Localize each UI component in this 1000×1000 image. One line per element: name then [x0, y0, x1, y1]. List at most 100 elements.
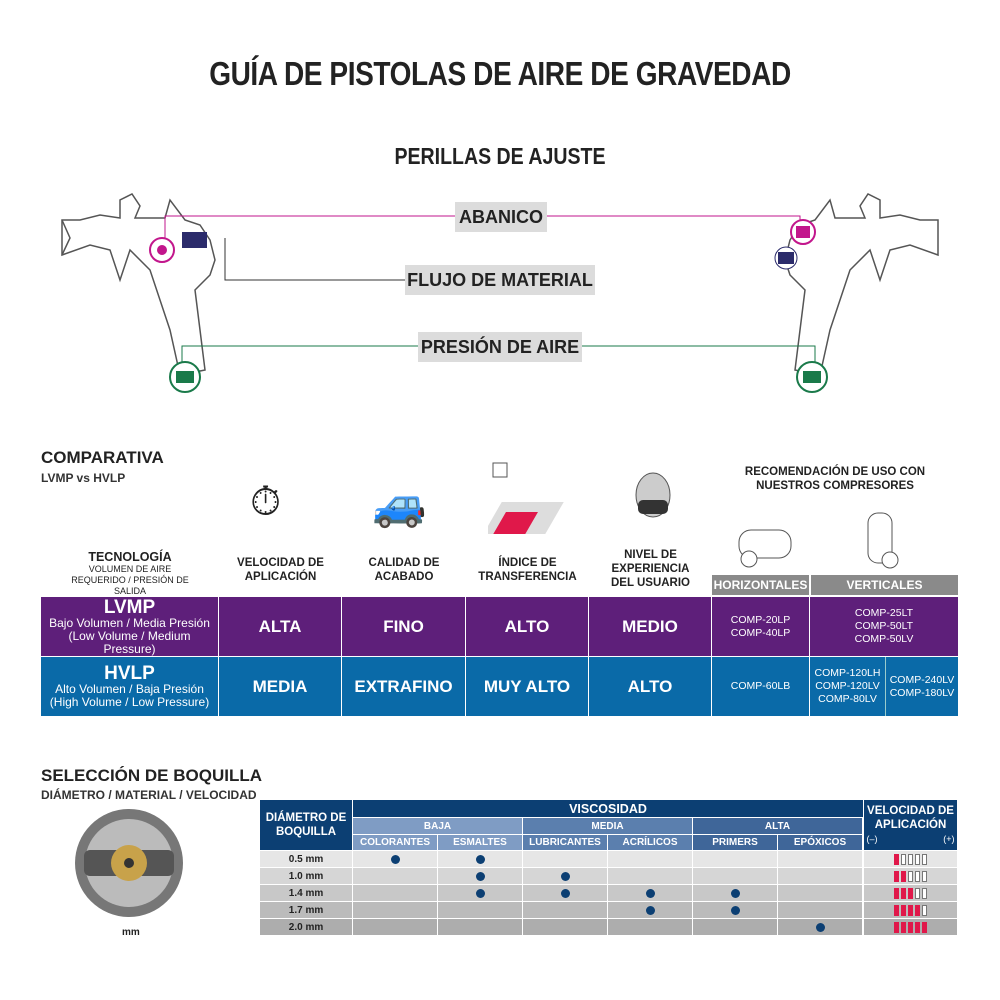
nozzle-table: DIÁMETRO DE BOQUILLA VISCOSIDAD VELOCIDAD … — [260, 800, 958, 936]
compat-dot-icon — [730, 888, 740, 898]
speed-bar-empty — [908, 853, 913, 865]
compat-cell — [693, 868, 778, 885]
speed-bar-empty — [915, 887, 920, 899]
tech-desc: Alto Volumen / Baja Presión — [55, 682, 204, 696]
speed-bar-empty — [901, 853, 906, 865]
viscosity-group-baja: BAJA — [353, 818, 523, 835]
speed-meter — [864, 851, 958, 868]
tech-desc-en: (High Volume / Low Pressure) — [49, 695, 210, 709]
tech-name: HVLP — [104, 663, 155, 684]
compat-cell — [438, 902, 523, 919]
compat-cell — [353, 868, 438, 885]
flow-label: FLUJO DE MATERIAL — [405, 265, 595, 295]
speed-meter — [864, 902, 958, 919]
tech-desc: Bajo Volumen / Media Presión — [49, 615, 210, 630]
nozzle-subheading: DIÁMETRO / MATERIAL / VELOCIDAD — [41, 788, 257, 802]
nozzle-cap-icon — [75, 809, 183, 917]
compat-cell — [693, 902, 778, 919]
diameter-cell: 1.7 mm — [260, 902, 353, 919]
compat-cell — [523, 902, 608, 919]
nozzle-unit-label: mm — [122, 927, 140, 938]
speed-bar-empty — [915, 853, 920, 865]
stopwatch-icon: ⏱ — [250, 480, 282, 524]
vertical-header: VERTICALES — [811, 575, 958, 595]
speed-bar-empty — [915, 870, 920, 882]
compat-cell — [778, 885, 863, 902]
compat-cell — [608, 868, 693, 885]
value-cell: EXTRAFINO — [342, 657, 466, 716]
compat-dot-icon — [475, 871, 485, 881]
horizontal-header: HORIZONTALES — [712, 575, 809, 595]
speed-bar-empty — [922, 887, 927, 899]
compat-cell — [608, 885, 693, 902]
recommendation-header: RECOMENDACIÓN DE USO CON NUESTROS COMPRE… — [744, 466, 926, 492]
compat-cell — [693, 919, 778, 936]
speed-bar-filled — [922, 921, 927, 933]
compat-dot-icon — [560, 871, 570, 881]
speed-plus-label: (+) — [943, 834, 955, 844]
compat-cell — [608, 851, 693, 868]
air-label: PRESIÓN DE AIRE — [418, 332, 582, 362]
compat-dot-icon — [475, 888, 485, 898]
fan-label: ABANICO — [455, 202, 547, 232]
col-header-experience: NIVEL DE EXPERIENCIA DEL USUARIO — [610, 549, 691, 589]
diameter-cell: 0.5 mm — [260, 851, 353, 868]
value-cell: MEDIA — [219, 657, 342, 716]
horizontal-models-cell: COMP-20LP COMP-40LP — [712, 597, 810, 656]
viscosity-group-alta: ALTA — [693, 818, 863, 835]
compat-cell — [523, 868, 608, 885]
speed-bar-filled — [894, 853, 899, 865]
compat-dot-icon — [390, 854, 400, 864]
respirator-mask-icon — [635, 472, 671, 518]
compat-cell — [523, 885, 608, 902]
speed-bar-filled — [901, 904, 906, 916]
speed-bar-filled — [915, 921, 920, 933]
speed-bar-filled — [901, 870, 906, 882]
comparison-subheading: LVMP vs HVLP — [41, 471, 126, 485]
speed-bar-empty — [922, 870, 927, 882]
compat-cell — [778, 868, 863, 885]
vertical-compressor-icon — [867, 512, 899, 569]
speed-bar-filled — [908, 921, 913, 933]
col-header-transfer: ÍNDICE DE TRANSFERENCIA — [478, 557, 577, 583]
compat-cell — [693, 851, 778, 868]
speed-bar-empty — [908, 870, 913, 882]
compat-cell — [608, 919, 693, 936]
viscosity-group-media: MEDIA — [523, 818, 693, 835]
spray-gun-left-icon — [61, 193, 216, 376]
comparison-heading: COMPARATIVA — [41, 448, 164, 467]
tech-header: TECNOLOGÍA VOLUMEN DE AIRE REQUERIDO / PR… — [71, 550, 189, 596]
compat-cell — [693, 885, 778, 902]
speed-meter — [864, 919, 958, 936]
speed-bar-filled — [915, 904, 920, 916]
horizontal-compressor-icon — [738, 529, 792, 568]
knobs-heading: PERILLAS DE AJUSTE — [394, 143, 606, 169]
col-header-finish: CALIDAD DE ACABADO — [368, 557, 440, 583]
compat-cell — [778, 919, 863, 936]
flow-line — [224, 238, 405, 281]
material-header: ESMALTES — [438, 835, 523, 851]
diameter-cell: 1.0 mm — [260, 868, 353, 885]
speed-minus-label: (–) — [866, 834, 878, 844]
speed-header: VELOCIDAD DE APLICACIÓN (–) (+) — [864, 800, 958, 851]
speed-bar-filled — [908, 887, 913, 899]
material-header: EPÓXICOS — [778, 835, 863, 851]
vertical-models-cell: COMP-240LV COMP-180LV — [886, 657, 958, 716]
flow-knob-left-icon — [182, 232, 207, 248]
compat-dot-icon — [815, 922, 825, 932]
spray-transfer-icon — [488, 462, 564, 534]
speed-bar-filled — [908, 904, 913, 916]
car-icon: 🚙 — [372, 480, 427, 529]
speed-header-label: VELOCIDAD DE APLICACIÓN — [867, 805, 954, 831]
compat-cell — [438, 851, 523, 868]
speed-bar-filled — [901, 921, 906, 933]
value-cell: MEDIO — [589, 597, 712, 656]
speed-bar-empty — [922, 853, 927, 865]
speed-bar-filled — [894, 870, 899, 882]
material-header: LUBRICANTES — [523, 835, 608, 851]
compat-cell — [353, 919, 438, 936]
diameter-cell: 2.0 mm — [260, 919, 353, 936]
col-header-speed: VELOCIDAD DE APLICACIÓN — [237, 557, 324, 583]
value-cell: ALTO — [589, 657, 712, 716]
tech-name: LVMP — [103, 596, 156, 618]
